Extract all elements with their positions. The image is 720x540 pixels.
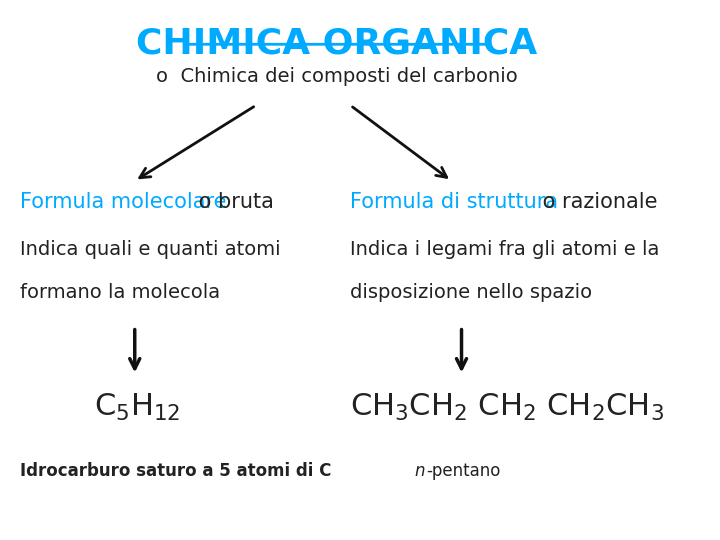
Text: o bruta: o bruta bbox=[192, 192, 274, 212]
Text: Formula di struttura: Formula di struttura bbox=[351, 192, 559, 212]
Text: Indica quali e quanti atomi: Indica quali e quanti atomi bbox=[20, 240, 281, 259]
Text: formano la molecola: formano la molecola bbox=[20, 284, 220, 302]
Text: o  Chimica dei composti del carbonio: o Chimica dei composti del carbonio bbox=[156, 68, 518, 86]
Text: -pentano: -pentano bbox=[426, 462, 500, 480]
Text: Idrocarburo saturo a 5 atomi di C: Idrocarburo saturo a 5 atomi di C bbox=[20, 462, 332, 480]
Text: o razionale: o razionale bbox=[536, 192, 657, 212]
Text: Formula molecolare: Formula molecolare bbox=[20, 192, 227, 212]
Text: n: n bbox=[414, 462, 425, 480]
Text: CHIMICA ORGANICA: CHIMICA ORGANICA bbox=[136, 27, 538, 61]
Text: $\mathrm{C_5H_{12}}$: $\mathrm{C_5H_{12}}$ bbox=[94, 392, 181, 423]
Text: Indica i legami fra gli atomi e la: Indica i legami fra gli atomi e la bbox=[351, 240, 660, 259]
Text: disposizione nello spazio: disposizione nello spazio bbox=[351, 284, 593, 302]
Text: $\mathrm{CH_3CH_2\ CH_2\ CH_2CH_3}$: $\mathrm{CH_3CH_2\ CH_2\ CH_2CH_3}$ bbox=[351, 392, 665, 423]
